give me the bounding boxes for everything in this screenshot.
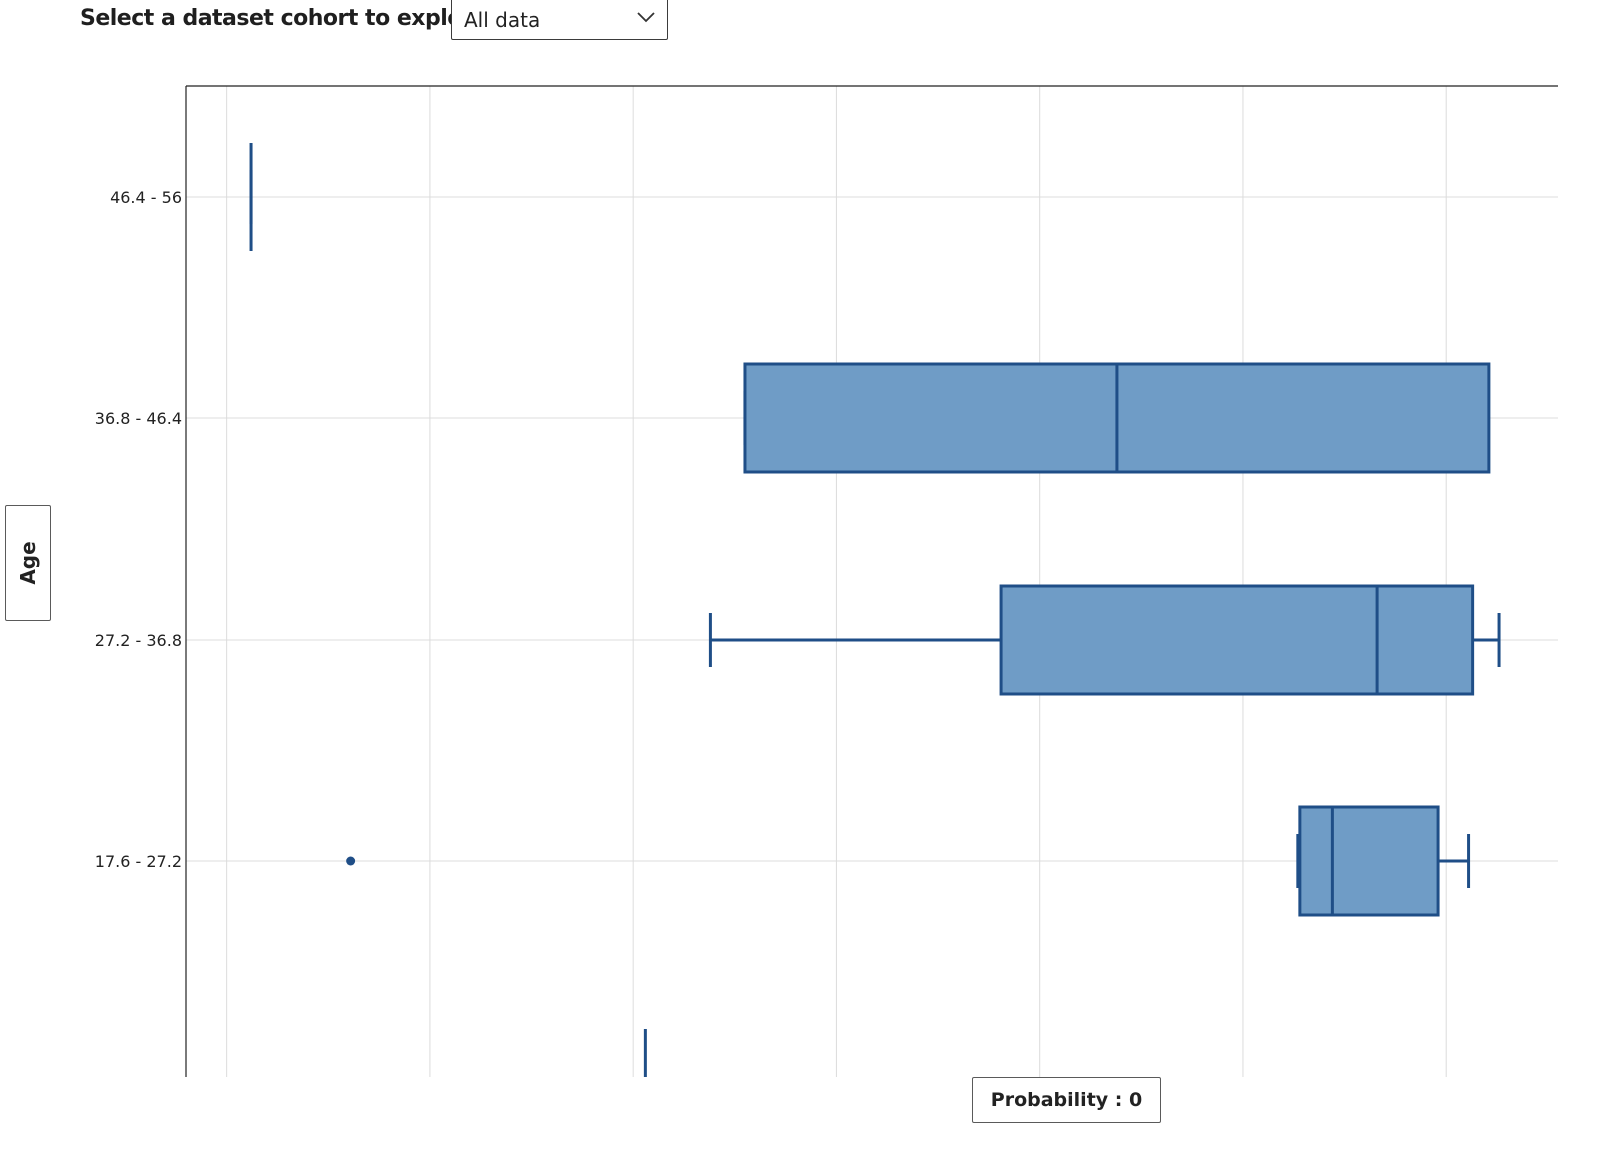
box-iqr [999,584,1475,696]
box-iqr [1298,805,1440,917]
y-axis-feature-label: Age [16,541,40,585]
outlier-point [346,856,356,866]
cohort-dropdown-value: All data [464,8,541,32]
cohort-dropdown[interactable]: All data [451,0,668,40]
x-axis-feature-button[interactable]: Probability : 0 [972,1077,1161,1123]
y-tick-label: 36.8 - 46.4 [95,409,182,428]
y-tick-label: 46.4 - 56 [110,188,182,207]
y-tick-label: 27.2 - 36.8 [95,631,182,650]
chevron-down-icon [637,12,655,23]
y-tick-label: 17.6 - 27.2 [95,852,182,871]
y-axis-feature-button[interactable]: Age [5,505,51,621]
cohort-select-label: Select a dataset cohort to explore [80,6,487,31]
